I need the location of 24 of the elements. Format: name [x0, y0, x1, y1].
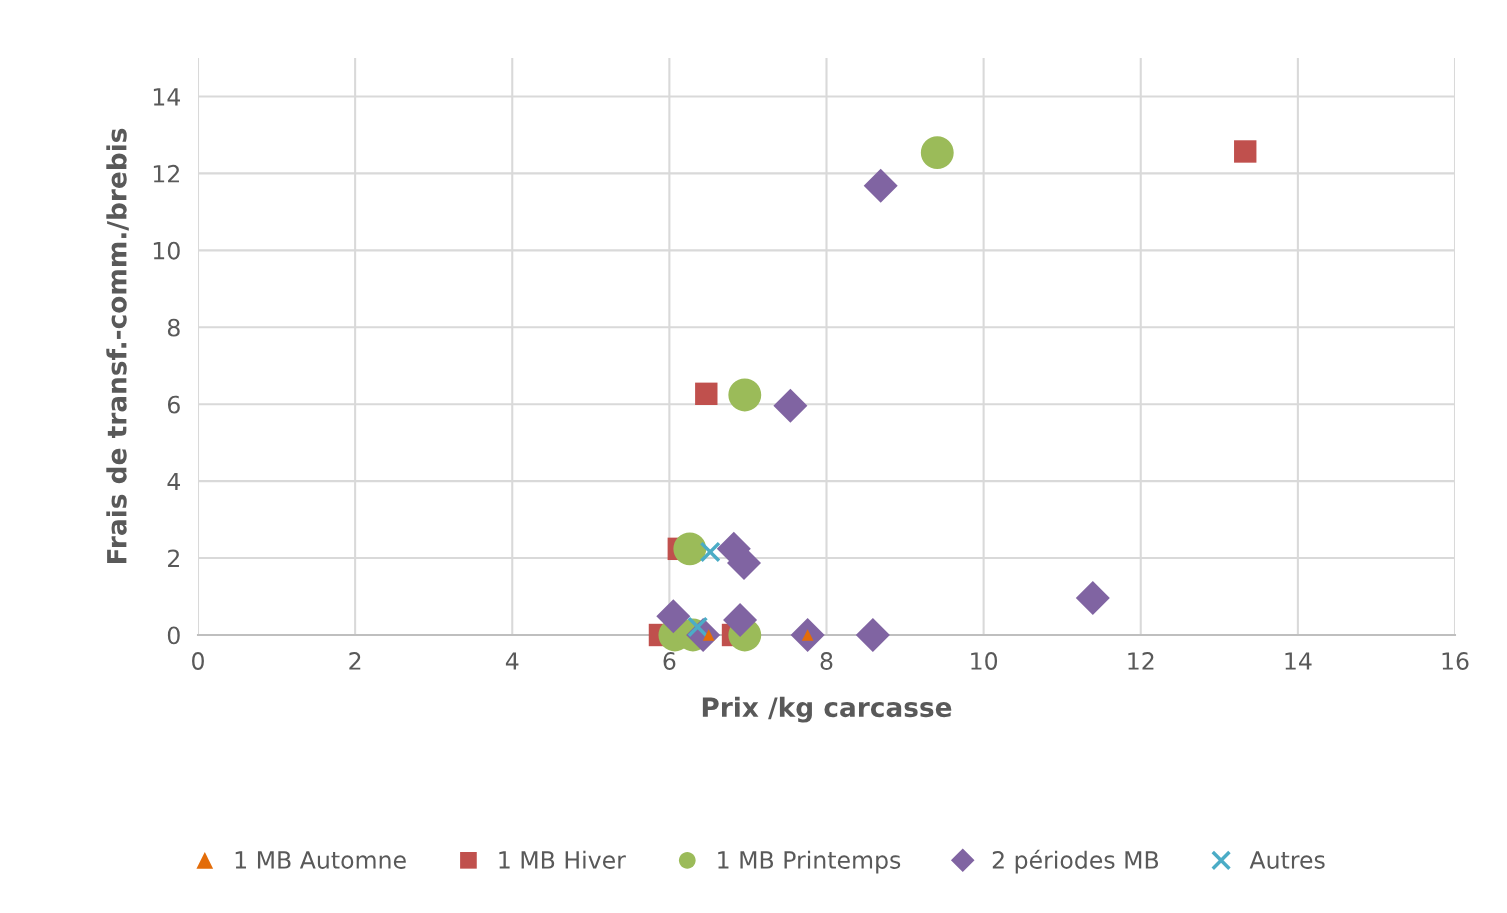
y-tick-label: 6	[167, 395, 180, 414]
x-tick-label: 10	[971, 652, 998, 670]
y-tick-label: 2	[168, 549, 179, 568]
y-tick-label: 4	[167, 472, 181, 491]
y-tick-label: 10	[153, 241, 180, 260]
legend-label: 1 MB Printemps	[718, 850, 901, 874]
x-tick-label: 8	[820, 652, 833, 670]
y-tick-label: 14	[153, 88, 181, 106]
x-tick-label: 16	[1442, 652, 1469, 670]
x-tick-label: 0	[192, 652, 204, 670]
legend-label: 1 MB Hiver	[499, 850, 626, 869]
x-tick-label: 4	[505, 652, 519, 670]
y-tick-label: 8	[167, 318, 180, 337]
y-tick-label: 12	[153, 164, 179, 183]
x-tick-label: 12	[1128, 652, 1154, 670]
x-tick-label: 6	[663, 652, 676, 670]
x-tick-label: 14	[1285, 652, 1312, 670]
legend-label: 2 périodes MB	[992, 849, 1159, 874]
legend-label: 1 MB Automne	[235, 851, 406, 869]
y-axis-title: Frais de transf.-comm./brebis	[106, 128, 129, 564]
x-tick-label: 2	[349, 652, 361, 670]
x-axis-title: Prix /kg carcasse	[702, 696, 952, 723]
y-tick-label: 0	[167, 626, 180, 645]
legend-label: Autres	[1249, 851, 1325, 869]
